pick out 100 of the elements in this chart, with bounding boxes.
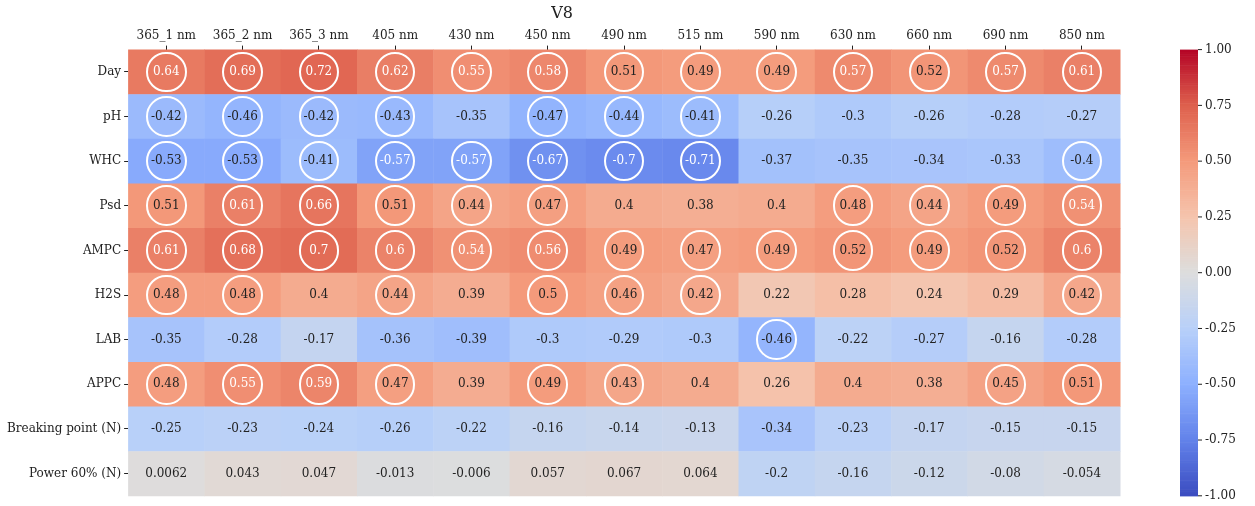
data-label: 0.6 xyxy=(1072,242,1092,257)
data-label: 0.47 xyxy=(534,197,562,212)
y-tick-label: Day xyxy=(97,64,122,79)
data-label: 0.51 xyxy=(381,197,409,212)
data-label: 0.5 xyxy=(538,287,558,302)
data-label: 0.59 xyxy=(305,376,333,391)
data-label: -0.013 xyxy=(375,465,415,480)
data-label: -0.44 xyxy=(608,108,640,123)
color-bar-label: 1.00 xyxy=(1205,41,1232,56)
x-tick-label: 850 nm xyxy=(1058,27,1106,42)
data-label: -0.25 xyxy=(150,420,182,435)
data-label: -0.054 xyxy=(1062,465,1102,480)
data-label: -0.3 xyxy=(841,108,865,123)
data-label: 0.57 xyxy=(839,64,867,79)
data-label: 0.49 xyxy=(763,64,791,79)
data-label: 0.064 xyxy=(683,465,718,480)
x-tick-label: 365_3 nm xyxy=(289,27,350,42)
data-label: -0.35 xyxy=(837,153,869,168)
data-label: 0.0062 xyxy=(145,465,188,480)
data-label: 0.48 xyxy=(229,287,256,302)
data-label: -0.08 xyxy=(990,465,1021,480)
x-tick-label: 450 nm xyxy=(524,27,572,42)
data-label: -0.16 xyxy=(837,465,869,480)
data-label: -0.57 xyxy=(456,153,487,168)
data-label: 0.64 xyxy=(152,64,180,79)
data-label: 0.067 xyxy=(606,465,642,480)
data-label: 0.4 xyxy=(767,197,787,212)
data-label: 0.26 xyxy=(763,376,791,391)
data-label: -0.37 xyxy=(761,153,793,168)
data-label: 0.46 xyxy=(610,287,638,302)
data-label: -0.2 xyxy=(765,465,789,480)
x-tick-label: 660 nm xyxy=(906,27,953,42)
data-label: -0.47 xyxy=(532,108,564,123)
data-label: 0.057 xyxy=(530,465,565,480)
data-label: 0.29 xyxy=(992,287,1019,302)
x-tick-label: 490 nm xyxy=(601,27,648,42)
data-label: 0.51 xyxy=(1068,376,1096,391)
data-label: 0.4 xyxy=(309,287,329,302)
data-label: -0.53 xyxy=(150,153,182,168)
data-label: 0.45 xyxy=(992,376,1019,391)
y-tick-label: APPC xyxy=(86,376,122,391)
data-label: 0.68 xyxy=(229,242,256,257)
chart-title: V8 xyxy=(550,2,573,22)
data-label: 0.54 xyxy=(1068,197,1096,212)
data-label: -0.23 xyxy=(837,420,869,435)
color-bar-label: 0.25 xyxy=(1205,209,1232,224)
data-label: 0.49 xyxy=(610,242,638,257)
data-label: 0.55 xyxy=(458,64,485,79)
data-label: 0.49 xyxy=(915,242,943,257)
x-tick-label: 630 nm xyxy=(830,27,877,42)
data-label: -0.28 xyxy=(1066,331,1098,346)
data-label: -0.14 xyxy=(608,420,640,435)
data-label: -0.28 xyxy=(227,331,258,346)
data-label: -0.006 xyxy=(452,465,491,480)
data-label: 0.043 xyxy=(225,465,260,480)
data-label: 0.51 xyxy=(610,64,638,79)
data-label: 0.39 xyxy=(458,376,485,391)
x-tick-label: 405 nm xyxy=(372,27,419,42)
data-label: -0.42 xyxy=(303,108,335,123)
data-label: 0.44 xyxy=(458,197,486,212)
data-label: 0.4 xyxy=(614,197,634,212)
color-bar-label: -0.50 xyxy=(1205,376,1236,391)
data-label: 0.49 xyxy=(687,64,714,79)
data-label: -0.26 xyxy=(913,108,945,123)
x-tick-label: 690 nm xyxy=(982,27,1030,42)
data-label: -0.13 xyxy=(684,420,716,435)
data-label: -0.46 xyxy=(227,108,258,123)
data-label: -0.16 xyxy=(532,420,564,435)
data-label: -0.27 xyxy=(1066,108,1098,123)
data-label: -0.53 xyxy=(227,153,258,168)
data-label: 0.54 xyxy=(458,242,486,257)
data-label: -0.42 xyxy=(150,108,182,123)
data-label: 0.38 xyxy=(687,197,714,212)
data-label: 0.39 xyxy=(458,287,485,302)
x-tick-label: 515 nm xyxy=(677,27,724,42)
y-tick-label: Power 60% (N) xyxy=(29,465,122,480)
data-label: 0.62 xyxy=(381,64,409,79)
x-tick-label: 430 nm xyxy=(448,27,495,42)
data-label: 0.22 xyxy=(763,287,791,302)
data-label: 0.4 xyxy=(690,376,711,391)
y-tick-label: AMPC xyxy=(81,242,122,257)
data-label: 0.42 xyxy=(687,287,714,302)
data-label: 0.47 xyxy=(381,376,409,391)
data-label: 0.38 xyxy=(915,376,943,391)
y-tick-label: pH xyxy=(102,108,122,123)
color-bar-label: -0.75 xyxy=(1205,432,1236,447)
data-label: -0.29 xyxy=(608,331,640,346)
data-label: -0.22 xyxy=(837,331,869,346)
data-label: 0.48 xyxy=(839,197,867,212)
data-label: 0.47 xyxy=(687,242,714,257)
data-label: 0.44 xyxy=(381,287,409,302)
data-label: 0.52 xyxy=(839,242,867,257)
data-label: -0.17 xyxy=(913,420,945,435)
data-label: -0.39 xyxy=(456,331,487,346)
data-label: -0.43 xyxy=(379,108,411,123)
data-label: 0.28 xyxy=(839,287,867,302)
data-label: -0.26 xyxy=(761,108,793,123)
data-label: -0.28 xyxy=(990,108,1021,123)
color-bar-label: -0.25 xyxy=(1205,320,1236,335)
color-bar-label: 0.75 xyxy=(1205,97,1232,112)
